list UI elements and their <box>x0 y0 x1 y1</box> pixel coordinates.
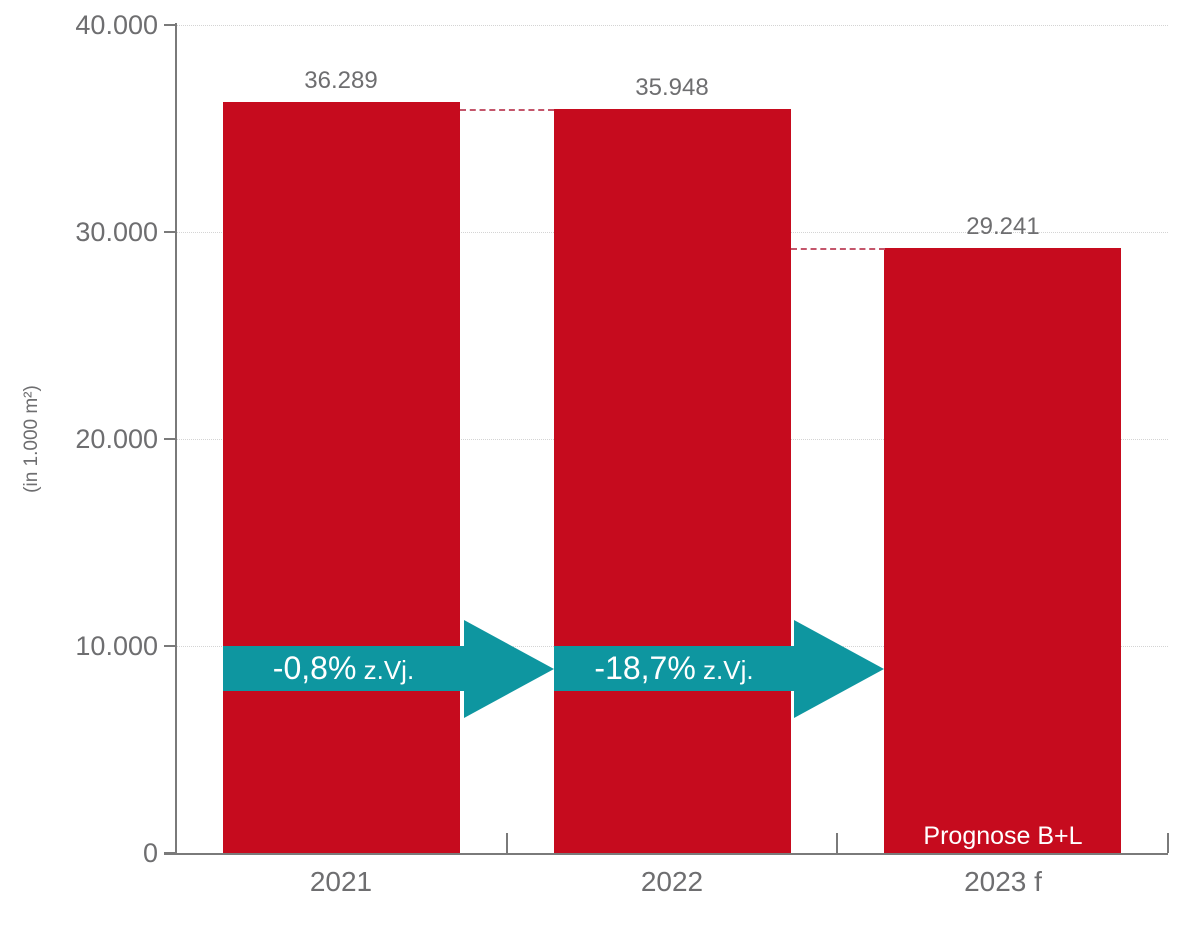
y-tick-label: 10.000 <box>75 631 158 661</box>
x-axis-tick <box>836 833 838 853</box>
change-arrow-label: -0,8% z.Vj. <box>223 646 464 697</box>
bar-2022 <box>554 109 791 853</box>
y-axis-tick <box>164 24 176 26</box>
change-arrow-label: -18,7% z.Vj. <box>554 646 794 697</box>
y-axis-line <box>175 23 177 855</box>
change-arrow-head <box>464 619 554 718</box>
arrow-percent-text: -0,8% <box>272 650 357 686</box>
connector-dashed-line <box>460 109 554 111</box>
change-arrow-band <box>223 646 464 691</box>
arrow-percent-text: -18,7% <box>594 650 696 686</box>
bar-value-label: 35.948 <box>635 74 709 101</box>
x-axis-tick <box>1167 833 1169 853</box>
y-tick-label: 40.000 <box>75 10 158 40</box>
x-category-label: 2022 <box>640 866 704 897</box>
x-axis-tick <box>506 833 508 853</box>
y-tick-label: 20.000 <box>75 424 158 454</box>
x-category-label: 2023 f <box>964 866 1042 897</box>
bar-value-label: 29.241 <box>966 213 1040 240</box>
connector-dashed-line <box>791 248 885 250</box>
prognose-label: Prognose B+L <box>923 822 1083 850</box>
y-tick-label: 30.000 <box>75 217 158 247</box>
x-axis-line <box>164 853 1168 855</box>
bar-2021 <box>223 102 460 853</box>
y-axis-tick <box>164 438 176 440</box>
change-arrow-head <box>794 619 884 718</box>
gridline <box>176 25 1168 26</box>
bar-2023-f <box>884 248 1121 853</box>
y-axis-tick <box>164 231 176 233</box>
arrow-suffix-text: z.Vj. <box>356 655 415 685</box>
x-category-label: 2021 <box>309 866 373 897</box>
y-tick-label: 0 <box>142 838 158 868</box>
change-arrow-band <box>554 646 794 691</box>
arrow-suffix-text: z.Vj. <box>695 655 754 685</box>
bar-value-label: 36.289 <box>304 67 378 94</box>
y-axis-tick <box>164 645 176 647</box>
